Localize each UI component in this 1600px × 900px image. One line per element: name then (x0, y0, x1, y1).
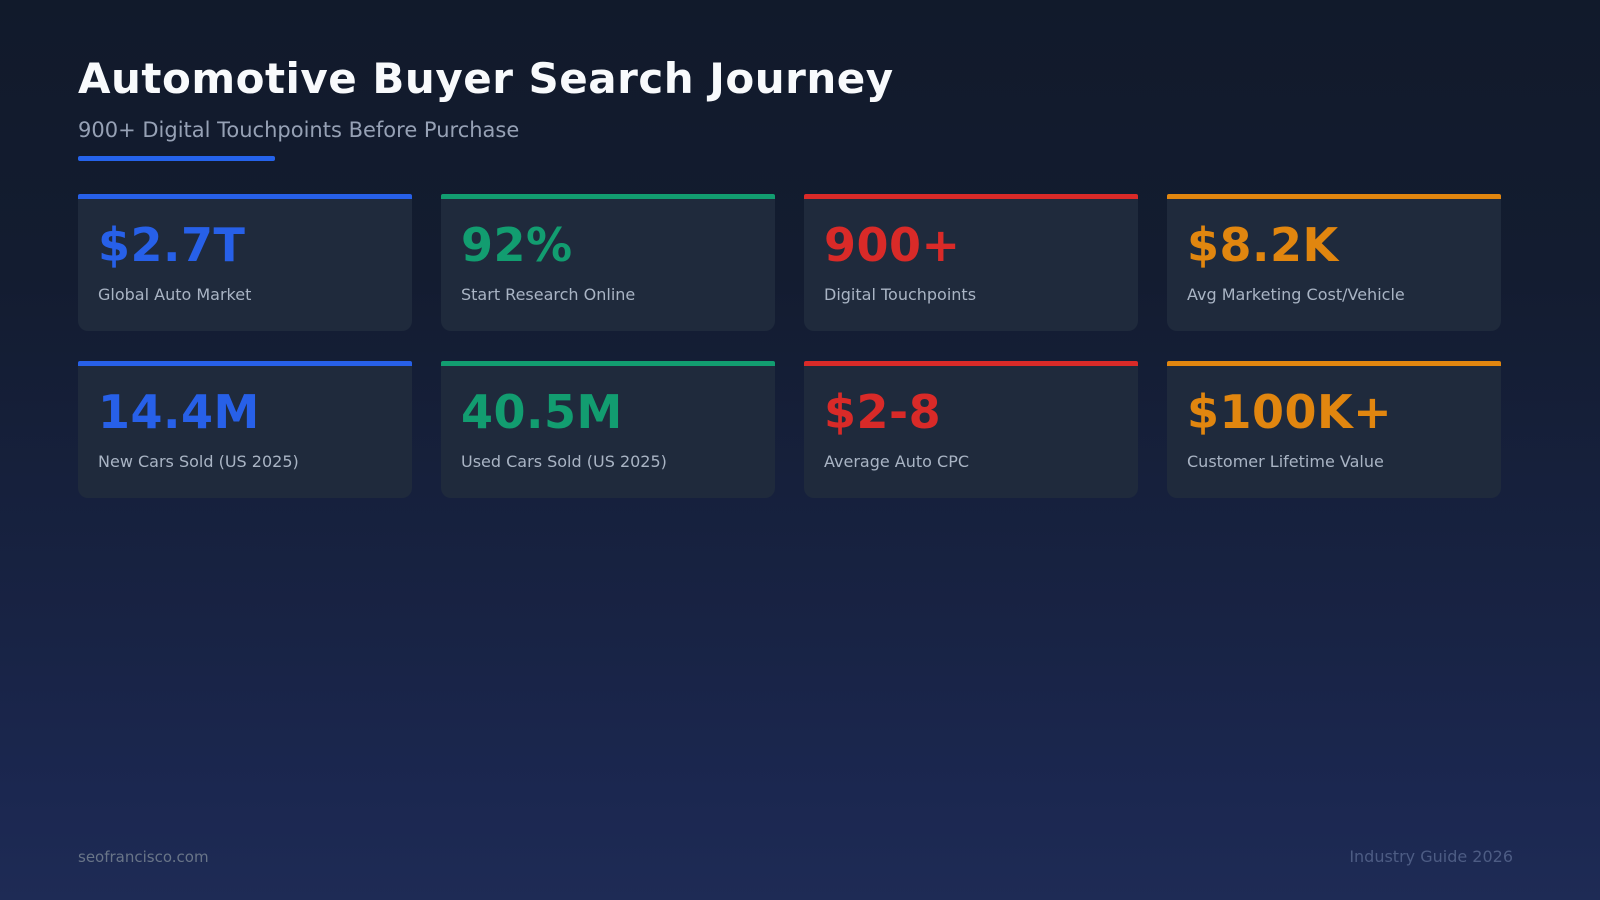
page-footer: seofrancisco.com Industry Guide 2026 (78, 847, 1513, 866)
card-accent-bar (441, 361, 775, 367)
stat-card-start-research-online: 92% Start Research Online (441, 194, 775, 332)
page-title: Automotive Buyer Search Journey (78, 54, 894, 103)
card-accent-bar (804, 194, 1138, 200)
stat-label: Used Cars Sold (US 2025) (461, 452, 667, 472)
page-header: Automotive Buyer Search Journey 900+ Dig… (78, 0, 1522, 162)
footer-site-url: seofrancisco.com (78, 848, 209, 866)
stat-value: $8.2K (1187, 218, 1339, 273)
stat-label: Customer Lifetime Value (1187, 452, 1384, 472)
accent-underline (78, 156, 275, 162)
card-accent-bar (1167, 361, 1501, 367)
stat-card-global-auto-market: $2.7T Global Auto Market (78, 194, 412, 332)
stat-card-customer-lifetime-value: $100K+ Customer Lifetime Value (1167, 361, 1501, 499)
stat-card-used-cars-sold: 40.5M Used Cars Sold (US 2025) (441, 361, 775, 499)
stat-value: $2.7T (98, 218, 246, 273)
card-body: $2-8 Average Auto CPC (804, 366, 1138, 499)
card-body: 900+ Digital Touchpoints (804, 199, 1138, 332)
stat-label: Avg Marketing Cost/Vehicle (1187, 285, 1405, 305)
card-body: 92% Start Research Online (441, 199, 775, 332)
card-body: 40.5M Used Cars Sold (US 2025) (441, 366, 775, 499)
stat-label: Global Auto Market (98, 285, 252, 305)
card-accent-bar (1167, 194, 1501, 200)
stat-label: Start Research Online (461, 285, 636, 305)
stat-card-digital-touchpoints: 900+ Digital Touchpoints (804, 194, 1138, 332)
stat-label: Average Auto CPC (824, 452, 970, 472)
footer-edition-label: Industry Guide 2026 (1349, 847, 1513, 866)
stat-value: 92% (461, 218, 573, 273)
card-body: $100K+ Customer Lifetime Value (1167, 366, 1501, 499)
stat-label: New Cars Sold (US 2025) (98, 452, 299, 472)
card-accent-bar (78, 194, 412, 200)
stat-value: $100K+ (1187, 385, 1393, 440)
card-body: $8.2K Avg Marketing Cost/Vehicle (1167, 199, 1501, 332)
stat-value: 900+ (824, 218, 961, 273)
card-body: 14.4M New Cars Sold (US 2025) (78, 366, 412, 499)
stats-grid: $2.7T Global Auto Market 92% Start Resea… (78, 194, 1501, 499)
stat-label: Digital Touchpoints (824, 285, 977, 305)
stat-value: $2-8 (824, 385, 942, 440)
card-body: $2.7T Global Auto Market (78, 199, 412, 332)
card-accent-bar (804, 361, 1138, 367)
stat-card-new-cars-sold: 14.4M New Cars Sold (US 2025) (78, 361, 412, 499)
stat-card-avg-marketing-cost: $8.2K Avg Marketing Cost/Vehicle (1167, 194, 1501, 332)
page-subtitle: 900+ Digital Touchpoints Before Purchase (78, 118, 520, 143)
stat-card-average-auto-cpc: $2-8 Average Auto CPC (804, 361, 1138, 499)
card-accent-bar (441, 194, 775, 200)
stat-value: 40.5M (461, 385, 623, 440)
stat-value: 14.4M (98, 385, 260, 440)
card-accent-bar (78, 361, 412, 367)
